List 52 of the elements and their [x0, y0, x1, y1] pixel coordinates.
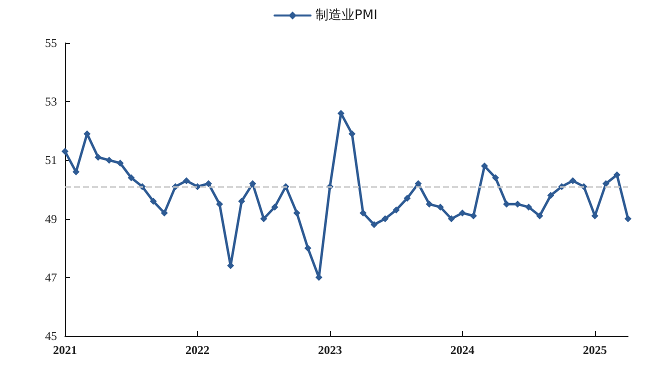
- y-tick-label: 51: [45, 153, 57, 168]
- point: [304, 244, 312, 252]
- point: [492, 174, 500, 182]
- y-tick-label: 53: [45, 94, 57, 109]
- point: [160, 209, 168, 216]
- point: [392, 206, 400, 214]
- point: [480, 162, 488, 170]
- point: [613, 171, 620, 178]
- point: [470, 212, 477, 220]
- point: [624, 215, 632, 222]
- x-tick-label: 2023: [318, 343, 342, 357]
- point: [602, 180, 610, 188]
- legend-label: 制造业PMI: [316, 8, 378, 23]
- point: [503, 200, 510, 208]
- point: [205, 180, 212, 188]
- y-tick-label: 47: [45, 270, 57, 284]
- point: [360, 209, 367, 216]
- point: [536, 212, 544, 220]
- x-tick-label: 2024: [450, 343, 474, 357]
- point: [525, 204, 532, 211]
- point: [94, 154, 102, 161]
- point: [182, 177, 190, 184]
- point: [448, 215, 455, 222]
- point: [216, 200, 224, 208]
- point: [382, 215, 389, 222]
- point: [370, 221, 378, 228]
- point: [249, 180, 256, 188]
- point: [514, 200, 522, 208]
- point: [62, 148, 68, 155]
- point: [436, 204, 444, 211]
- point: [128, 174, 135, 182]
- point: [106, 156, 113, 164]
- point: [150, 198, 157, 205]
- point: [404, 194, 411, 202]
- point: [293, 209, 300, 216]
- point: [260, 215, 268, 222]
- point: [458, 209, 466, 216]
- x-tick-label: 2021: [53, 343, 77, 357]
- point: [426, 200, 433, 208]
- point: [414, 180, 422, 188]
- point: [238, 198, 246, 205]
- x-tick-label: 2025: [582, 343, 607, 357]
- point: [547, 192, 554, 199]
- point: [271, 204, 278, 211]
- point: [569, 177, 576, 184]
- y-tick-label: 45: [45, 329, 57, 343]
- y-tick-label: 55: [45, 36, 57, 50]
- y-tick-label: 49: [45, 212, 57, 226]
- point: [72, 168, 80, 176]
- point: [116, 160, 124, 167]
- point: [348, 130, 356, 138]
- x-tick-label: 2022: [185, 343, 210, 357]
